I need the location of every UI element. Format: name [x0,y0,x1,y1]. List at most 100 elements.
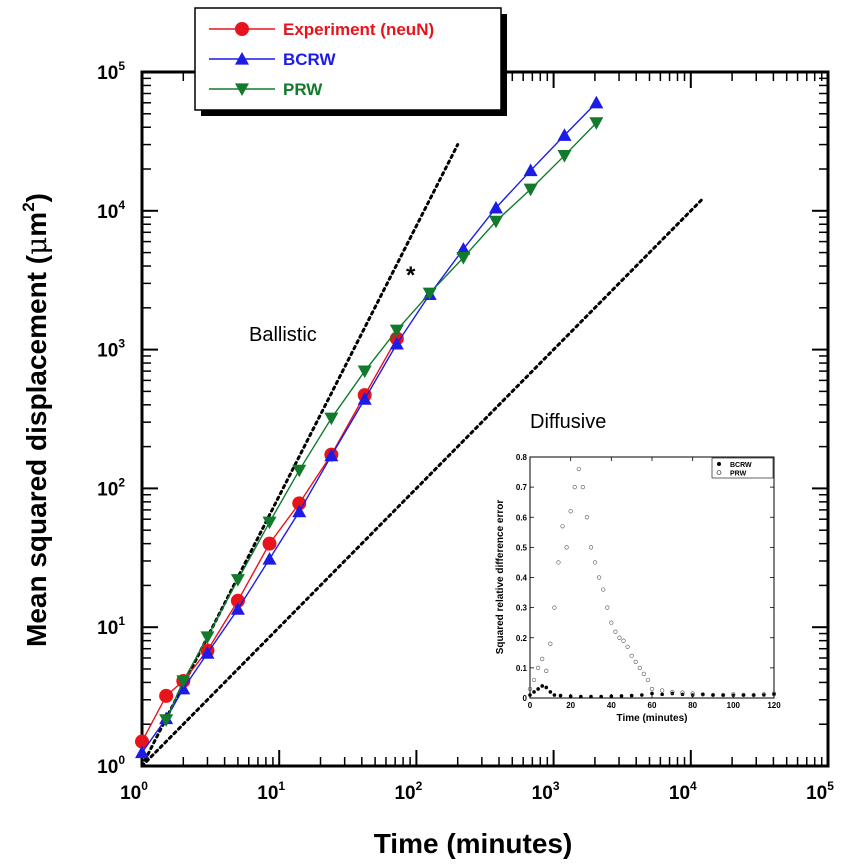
data-point-bcrw [488,200,503,214]
inset-point-bcrw [568,694,573,698]
y-tick-base: 10 [97,479,118,500]
y-tick-exponent: 1 [118,614,125,628]
data-point-bcrw [357,392,372,405]
inset-point-prw [637,665,642,670]
inset-point-prw [564,545,569,550]
inset-point-bcrw [721,693,725,698]
y-axis-title-close: ) [21,193,52,202]
inset-point-prw [552,605,557,610]
inset-point-bcrw [558,693,563,698]
y-axis-title: Mean squared displacement (μm2) [19,193,53,647]
inset-legend-marker-prw [716,470,722,475]
y-tick-exponent: 0 [118,753,125,767]
inset-point-prw [721,692,726,698]
data-point-bcrw [135,745,149,759]
y-tick-base: 10 [97,202,118,223]
x-tick-label: 103 [532,779,560,804]
reference-line-ballistic [140,143,460,768]
x-tick-label: 100 [120,779,148,804]
data-point-bcrw [200,646,215,659]
y-tick-label: 101 [97,614,125,639]
inset-x-tick-label: 20 [566,701,575,710]
inset-point-bcrw [741,693,746,697]
inset-point-bcrw [660,692,664,697]
annotation-asterisk: * [406,262,416,289]
inset-point-bcrw [532,690,536,694]
x-tick-exponent: 1 [278,779,285,793]
data-point-prw [262,516,277,530]
inset-point-bcrw [701,692,705,697]
inset-point-prw [527,686,533,692]
inset-point-bcrw [544,685,549,690]
inset-point-prw [731,692,736,697]
inset-point-prw [710,692,716,698]
data-point-prw [589,117,604,130]
y-tick-base: 10 [97,757,118,778]
inset-point-prw [544,668,549,673]
x-tick-exponent: 2 [416,779,423,793]
inset-point-bcrw [552,693,557,697]
inset-point-prw [597,575,602,580]
inset-frame [529,456,775,699]
y-tick-label: 104 [97,198,125,223]
inset-point-prw [645,677,651,683]
y-tick-exponent: 3 [118,337,125,351]
legend-marker-bcrw [235,52,249,65]
inset-x-tick-label: 0 [528,701,533,710]
y-axis-title-base: Mean squared displacement ( [21,254,52,647]
legend: Experiment (neuN) BCRW PRW [194,7,507,116]
x-tick-label: 102 [394,779,422,804]
x-tick-base: 10 [257,783,278,804]
annotation-diffusive: Diffusive [530,411,606,433]
inset-x-tick-label: 60 [648,701,657,710]
annotation-ballistic: Ballistic [249,324,317,346]
data-point-experiment-neun [262,536,277,551]
inset-point-prw [588,545,594,550]
data-point-bcrw [389,336,404,350]
inset-point-prw [556,560,561,565]
x-tick-exponent: 3 [553,779,560,793]
series-line-experiment-neun [141,338,398,742]
inset-x-title: Time (minutes) [617,713,688,724]
inset-point-bcrw [629,693,634,698]
inset-point-prw [680,690,685,695]
x-tick-exponent: 5 [827,779,834,793]
legend-label-experiment-neun: Experiment (neuN) [283,20,434,39]
x-tick-label: 101 [257,779,285,804]
data-point-prw [357,365,372,379]
inset-point-prw [660,688,665,693]
inset-y-tick-label: 0.5 [516,543,528,552]
inset-point-prw [621,638,626,643]
inset-y-tick-label: 0.7 [516,483,528,492]
data-point-prw [456,252,471,265]
x-tick-exponent: 4 [690,779,697,793]
inset-legend: BCRW PRW [711,457,774,479]
data-point-prw [230,574,245,587]
y-tick-label: 103 [97,337,125,362]
inset-point-bcrw [711,693,715,697]
inset-point-prw [629,653,634,658]
inset-point-prw [700,692,705,697]
data-point-prw [389,324,404,338]
inset-point-prw [633,659,638,664]
inset-point-prw [568,509,573,514]
data-point-bcrw [456,242,471,255]
data-point-prw [200,631,215,644]
legend-label-prw: PRW [283,80,323,99]
y-tick-label: 102 [97,475,125,500]
data-point-bcrw [557,128,572,141]
inset-point-prw [548,641,553,646]
data-point-bcrw [176,681,191,695]
inset-point-prw [670,689,675,695]
inset-point-bcrw [528,693,532,697]
inset-chart: 0 20 40 60 80 100 120 0 0.1 0.2 0.3 0.4 0.5 0.6 0.7 0.8… [495,453,781,724]
inset-y-tick-label: 0.6 [516,513,528,522]
x-tick-base: 10 [806,783,827,804]
inset-points [527,466,777,699]
inset-point-bcrw [640,693,644,697]
y-axis-title-sup: 2 [19,202,38,211]
y-tick-exponent: 5 [118,59,125,73]
x-tick-label: 104 [669,779,697,804]
series-line-bcrw [141,102,597,753]
